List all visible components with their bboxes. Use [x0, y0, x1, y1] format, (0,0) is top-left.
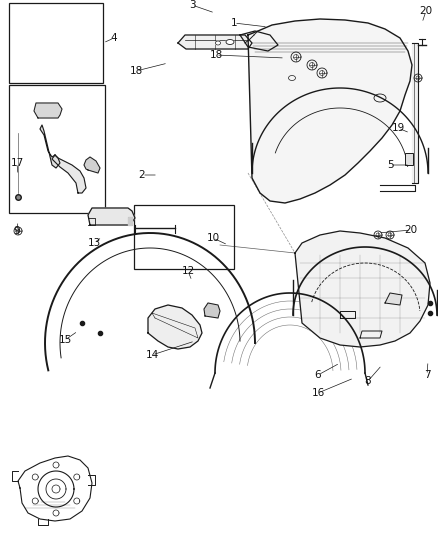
Polygon shape — [148, 305, 202, 349]
Polygon shape — [412, 43, 418, 183]
Text: 8: 8 — [365, 376, 371, 386]
Text: 1: 1 — [231, 18, 237, 28]
Polygon shape — [128, 217, 132, 225]
Polygon shape — [385, 293, 402, 305]
Text: 13: 13 — [87, 238, 101, 248]
Polygon shape — [248, 19, 412, 203]
Text: 5: 5 — [387, 160, 393, 170]
Text: 6: 6 — [314, 370, 321, 380]
Text: 18: 18 — [209, 50, 223, 60]
Bar — [9, 85, 105, 213]
Text: 4: 4 — [111, 33, 117, 43]
Polygon shape — [34, 103, 62, 118]
Polygon shape — [295, 231, 430, 347]
Text: 14: 14 — [145, 350, 159, 360]
Text: 12: 12 — [181, 266, 194, 276]
Bar — [9, 3, 103, 83]
Polygon shape — [88, 208, 135, 225]
Polygon shape — [240, 31, 278, 51]
Text: 15: 15 — [58, 335, 72, 345]
Ellipse shape — [215, 41, 220, 45]
Bar — [405, 153, 413, 165]
Text: 3: 3 — [189, 0, 195, 10]
Text: 9: 9 — [14, 226, 20, 236]
Text: 18: 18 — [129, 66, 143, 76]
Text: 20: 20 — [404, 225, 417, 235]
Text: 16: 16 — [311, 388, 325, 398]
Polygon shape — [204, 303, 220, 318]
Text: 10: 10 — [206, 233, 219, 243]
Text: 7: 7 — [424, 370, 430, 380]
Bar — [134, 205, 234, 269]
Text: 2: 2 — [139, 170, 145, 180]
Polygon shape — [40, 125, 60, 168]
Text: 19: 19 — [392, 123, 405, 133]
Polygon shape — [52, 155, 86, 193]
Text: 20: 20 — [420, 6, 433, 16]
Polygon shape — [178, 35, 252, 49]
Text: 17: 17 — [11, 158, 24, 168]
Ellipse shape — [226, 39, 234, 44]
Polygon shape — [84, 157, 100, 173]
